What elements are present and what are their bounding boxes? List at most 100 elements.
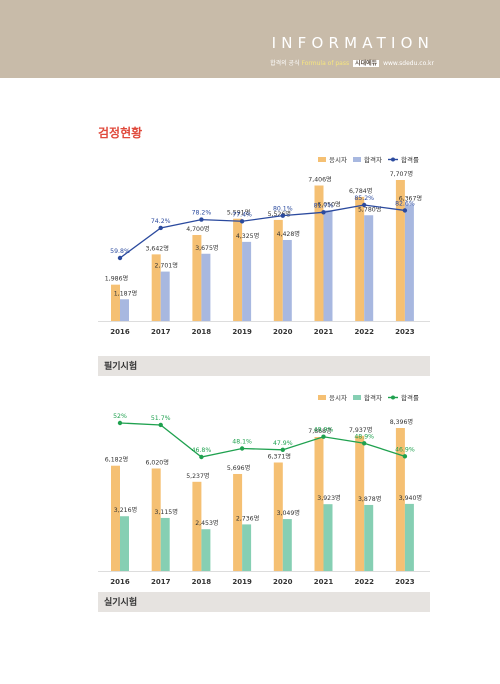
data-label-applicant: 1,986명 [105,275,128,283]
data-label-passed: 3,049명 [277,509,300,517]
bar-passed [404,204,414,321]
data-label-rate: 80.1% [273,206,293,213]
data-label-rate: 48.9% [354,433,374,440]
bar-passed [323,504,333,571]
legend-swatch-applicant [318,157,326,162]
bar-applicant [111,465,120,571]
x-tick-label: 2019 [232,578,252,586]
data-label-applicant: 7,406명 [308,176,331,184]
data-label-passed: 5,780명 [358,205,381,213]
rate-point [239,219,245,224]
bar-applicant [192,481,202,571]
data-label-applicant: 6,182명 [105,456,128,464]
data-label-passed: 6,367명 [399,195,422,203]
x-tick-label: 2017 [151,578,171,586]
rate-point [117,420,123,426]
x-tick-label: 2018 [192,578,212,586]
rate-point [239,446,245,451]
data-label-passed: 2,701명 [154,262,177,270]
header-title: INFORMATION [271,34,434,52]
bar-applicant [273,462,283,571]
bar-passed [282,239,292,321]
data-label-applicant: 5,696명 [227,464,250,472]
bar-applicant [355,435,365,571]
legend-label-applicant: 응시자 [329,393,347,402]
data-label-passed: 2,453명 [195,519,218,527]
legend-marker-rate [391,395,395,400]
data-label-rate: 59.8% [110,248,130,255]
x-tick-label: 2023 [395,578,415,586]
data-label-rate: 78.2% [192,210,212,217]
x-tick-label: 2022 [354,578,374,586]
written-exam-caption: 필기시험 [104,362,138,372]
legend-marker-rate [391,157,395,162]
data-label-applicant: 8,396명 [390,418,413,426]
practical-exam-chart: 응시자 합격자 합격률 6,182명 3,216명 2016 6,020명 3,115명 201… [0,388,500,588]
bar-passed [242,524,252,571]
data-label-applicant: 6,784명 [349,187,372,195]
data-label-passed: 4,428명 [277,230,300,238]
rate-point [199,454,204,460]
page-header: INFORMATION 합격의 공식 Formula of pass 시대에듀 … [0,0,500,78]
legend-label-passed: 합격자 [364,393,382,402]
rate-point [402,208,408,213]
data-label-applicant: 7,707명 [390,170,413,178]
data-label-rate: 74.2% [151,218,171,225]
bar-applicant [395,180,405,321]
legend-swatch-applicant [318,395,326,400]
bar-applicant [395,428,405,571]
data-label-passed: 3,675명 [195,244,218,252]
section-title: 검정현황 [98,126,143,140]
rate-point [117,255,123,261]
rate-line [119,422,406,458]
data-label-applicant: 4,700명 [186,225,209,233]
bar-passed [160,517,170,571]
legend-swatch-passed [353,395,361,400]
data-label-applicant: 5,237명 [186,472,209,480]
data-label-passed: 6,050명 [317,200,340,208]
header-url: www.sdedu.co.kr [383,60,434,67]
data-label-passed: 3,115명 [154,508,177,516]
written-exam-caption-bar: 필기시험 [98,356,430,376]
legend-label-rate: 합격률 [401,155,419,164]
data-label-rate: 82.6% [395,200,415,207]
data-label-rate: 46.9% [395,446,415,453]
bar-passed [282,519,292,571]
bar-passed [364,504,374,571]
rate-point [402,454,408,459]
legend-label-rate: 합격률 [401,393,419,402]
data-label-applicant: 6,371명 [268,452,291,460]
bar-applicant [111,284,120,321]
rate-line [119,204,405,259]
bar-applicant [151,468,161,571]
header-subtitle-accent: Formula of pass [301,60,350,67]
data-label-applicant: 5,526명 [268,210,291,218]
rate-point [362,441,367,446]
written-exam-chart: 응시자 합격자 합격률 1,986명 1,187명 2016 3,642명 2,701명 201… [0,150,500,350]
x-tick-label: 2020 [273,578,293,586]
bar-applicant [233,473,243,571]
rate-point [321,210,326,215]
practical-exam-caption: 실기시험 [104,598,138,608]
rate-point [199,217,204,222]
x-tick-label: 2016 [110,578,130,586]
data-label-rate: 51.7% [151,415,171,422]
chart-svg: 응시자 합격자 합격률 6,182명 3,216명 2016 6,020명 3,115명 201… [98,393,430,586]
rate-point [158,225,163,231]
data-label-passed: 3,216명 [114,506,137,514]
x-tick-label: 2016 [110,328,130,336]
bar-passed [160,271,170,321]
rate-point [280,447,285,453]
data-label-rate: 46.8% [192,447,212,454]
legend-swatch-passed [353,157,361,162]
practical-exam-caption-bar: 실기시험 [98,592,430,612]
x-tick-label: 2021 [314,578,334,586]
x-tick-label: 2017 [151,328,171,336]
bar-applicant [192,235,202,321]
data-label-rate: 47.9% [273,440,293,447]
bar-applicant [314,185,324,321]
data-label-rate: 52% [113,413,127,420]
data-label-passed: 4,325명 [236,232,259,240]
bar-applicant [233,218,243,321]
x-tick-label: 2018 [192,328,212,336]
